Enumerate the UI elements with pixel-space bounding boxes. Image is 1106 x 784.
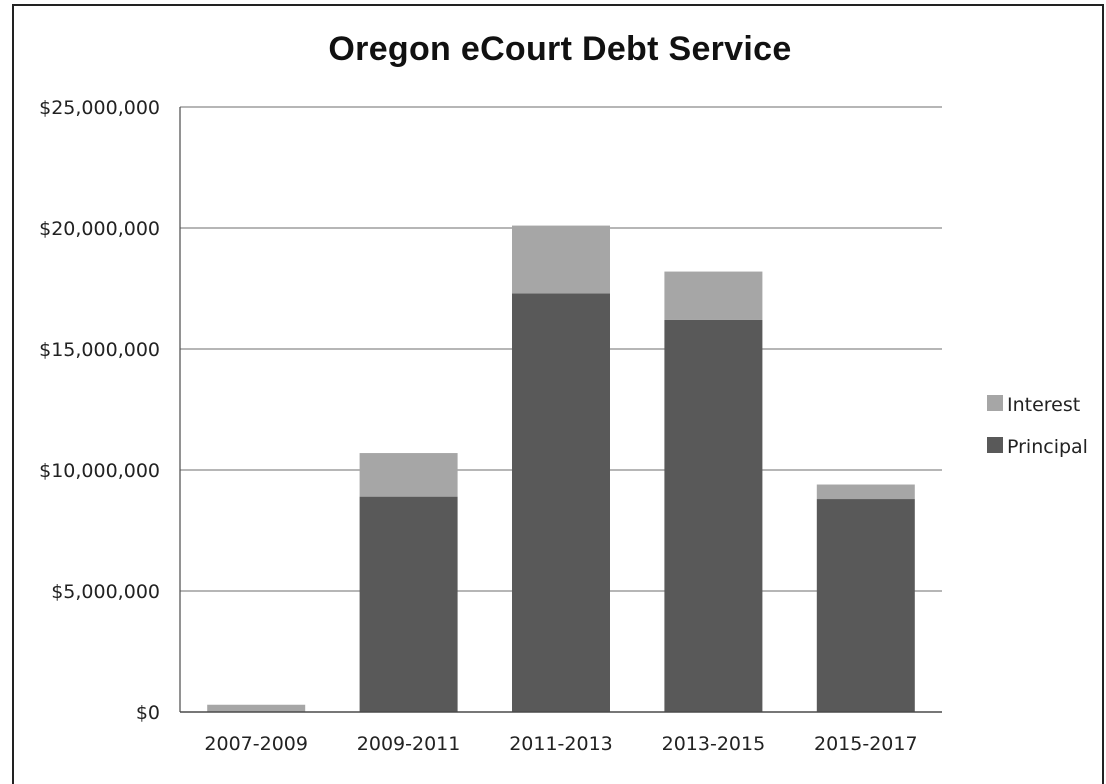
legend-swatch-principal — [987, 437, 1003, 453]
x-tick-label: 2015-2017 — [814, 733, 918, 755]
y-tick-label: $25,000,000 — [39, 97, 160, 119]
chart-title: Oregon eCourt Debt Service — [328, 30, 792, 68]
bar-interest — [207, 704, 306, 712]
bar-principal — [664, 319, 763, 712]
y-tick-label: $20,000,000 — [39, 218, 160, 240]
legend-swatch-interest — [987, 395, 1003, 411]
bar-interest — [359, 453, 458, 497]
x-tick-label: 2009-2011 — [357, 733, 461, 755]
y-tick-label: $0 — [136, 702, 160, 724]
x-tick-label: 2013-2015 — [662, 733, 766, 755]
legend-label-interest: Interest — [1007, 394, 1080, 416]
bar-principal — [816, 499, 915, 712]
bar-interest — [816, 484, 915, 500]
bar-principal — [359, 496, 458, 712]
y-tick-label: $10,000,000 — [39, 460, 160, 482]
x-tick-label: 2007-2009 — [204, 733, 308, 755]
bar-principal — [512, 293, 610, 712]
x-tick-label: 2011-2013 — [509, 733, 613, 755]
y-tick-label: $5,000,000 — [51, 581, 160, 603]
bar-chart: $0 $5,000,000 $10,000,000 $15,000,000 $20,00… — [39, 97, 1088, 755]
bar-interest — [512, 225, 610, 294]
y-tick-label: $15,000,000 — [39, 339, 160, 361]
legend-label-principal: Principal — [1007, 436, 1088, 458]
bar-interest — [664, 271, 763, 320]
